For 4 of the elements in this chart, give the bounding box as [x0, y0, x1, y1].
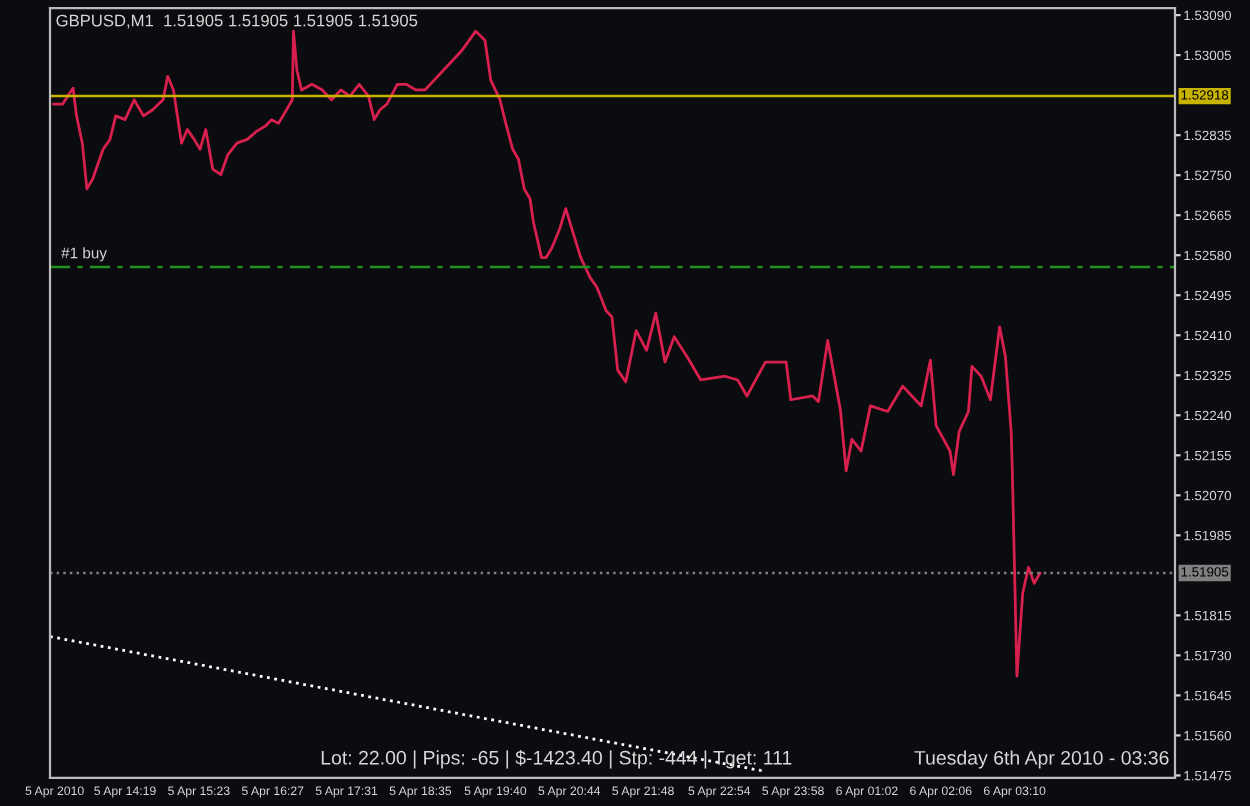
line-series: [52, 29, 1042, 678]
annotation: Tuesday 6th Apr 2010 - 03:36: [914, 750, 1169, 769]
chart-title: GBPUSD,M1 1.51905 1.51905 1.51905 1.51905: [56, 14, 418, 29]
annotation: Lot: 22.00 | Pips: -65 | $-1423.40 | Stp: -444 | Tget: 111: [321, 750, 792, 769]
